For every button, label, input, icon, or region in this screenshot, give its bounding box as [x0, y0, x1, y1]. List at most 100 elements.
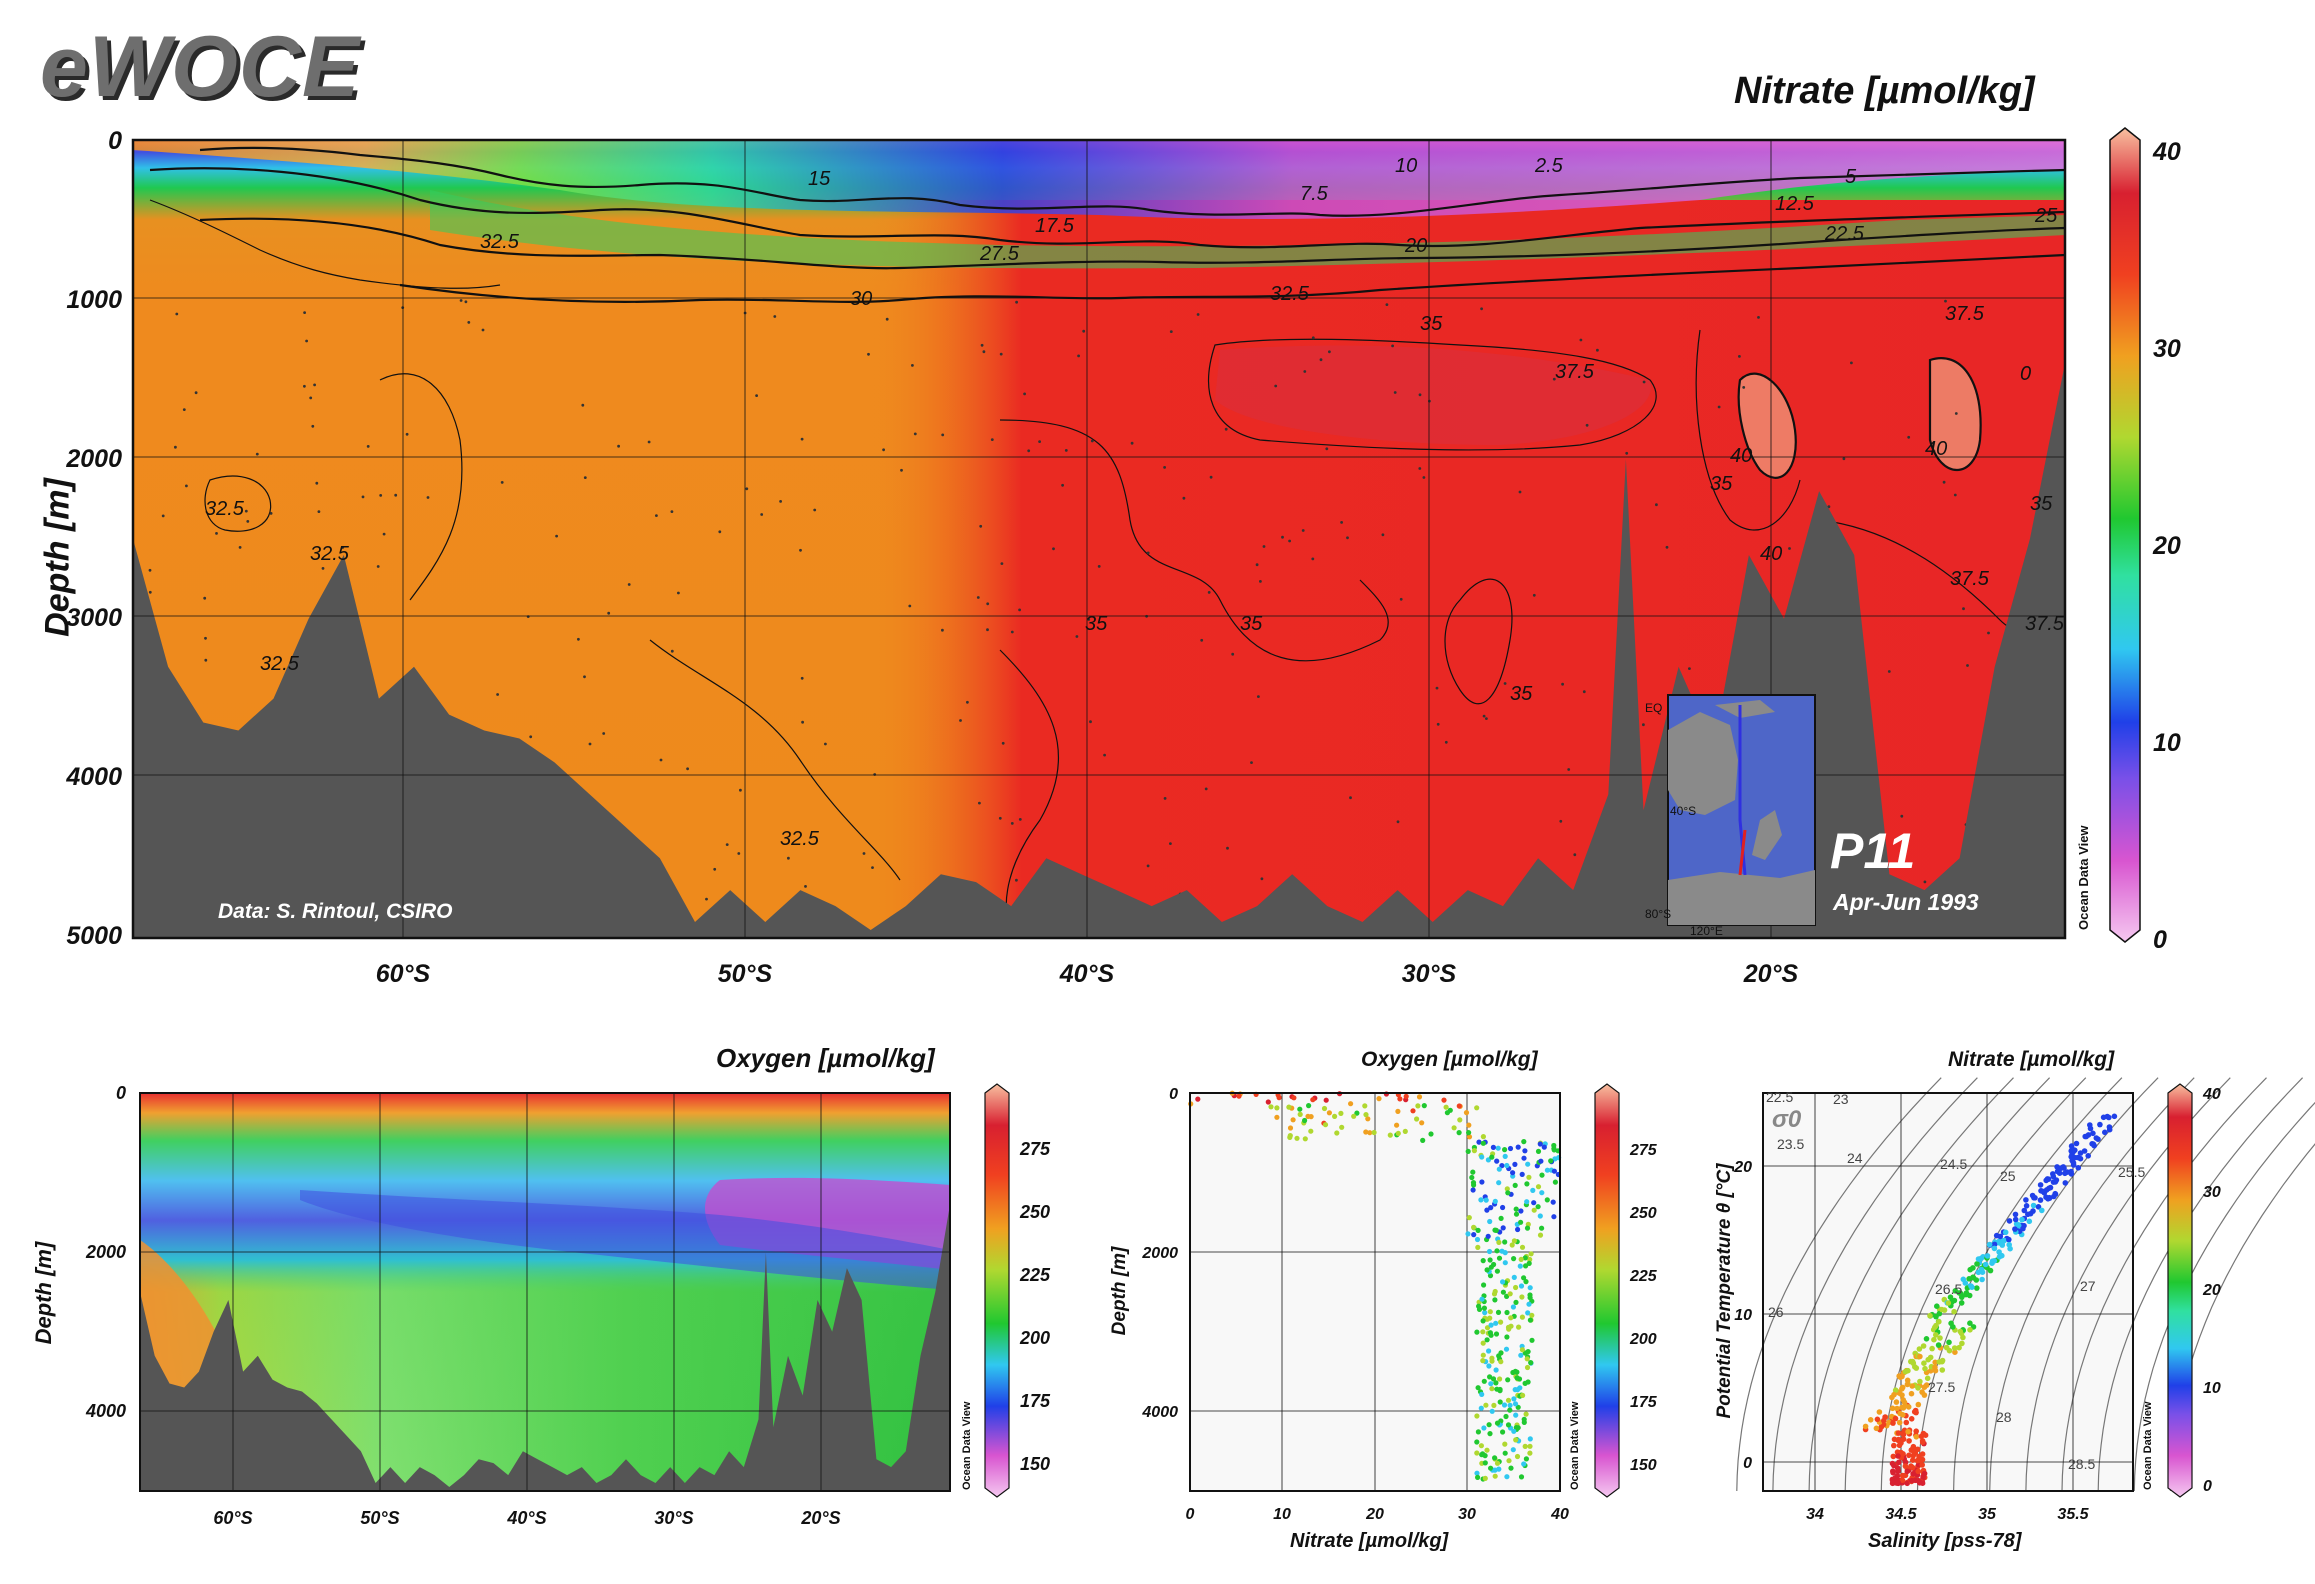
scatter-point — [1492, 1455, 1498, 1461]
scatter-point — [1519, 1347, 1525, 1353]
sample-dot — [800, 437, 804, 441]
sample-dot — [376, 565, 380, 568]
sample-dot — [182, 408, 186, 411]
sample-dot — [588, 742, 592, 746]
scatter-point — [1475, 1474, 1481, 1480]
sample-dot — [799, 548, 802, 552]
sample-dot — [801, 720, 804, 724]
scatter-point — [1548, 1158, 1554, 1164]
sample-dot — [481, 328, 485, 332]
x-tick: 30°S — [654, 1508, 693, 1528]
scatter-point — [1999, 1239, 2006, 1246]
colorbar-tick: 30 — [2203, 1184, 2221, 1201]
sample-dot — [1311, 336, 1315, 340]
scatter-point — [1931, 1336, 1937, 1343]
section-name: P11 — [1830, 823, 1915, 879]
scatter-point — [1397, 1096, 1403, 1102]
contour-label: 40 — [1925, 438, 1947, 460]
scatter-point — [1420, 1137, 1426, 1143]
sample-dot — [1827, 505, 1831, 509]
sample-dot — [941, 628, 944, 632]
scatter-point — [1932, 1364, 1938, 1371]
scatter-point — [2081, 1148, 2088, 1154]
scatter-point — [1908, 1390, 1915, 1397]
scatter-point — [1539, 1190, 1545, 1196]
scatter-point — [1290, 1117, 1296, 1123]
scatter-point — [1899, 1373, 1905, 1380]
scatter-point — [1470, 1187, 1476, 1193]
scatter-point — [1518, 1352, 1524, 1358]
scatter-point — [1947, 1294, 1954, 1300]
scatter-point — [1531, 1207, 1537, 1213]
scatter-point — [1466, 1215, 1472, 1221]
sample-dot — [1262, 545, 1266, 548]
sample-dot — [1146, 551, 1150, 555]
scatter-point — [1294, 1135, 1300, 1141]
scatter-point — [1481, 1425, 1487, 1431]
scatter-point — [1899, 1384, 1906, 1391]
scatter-point — [1515, 1144, 1521, 1150]
sample-dot — [185, 484, 188, 488]
scatter-point — [2093, 1135, 2100, 1141]
scatter-point — [1890, 1453, 1897, 1460]
scatter-point — [1332, 1113, 1338, 1119]
scatter-point — [1915, 1385, 1921, 1391]
sample-dot — [1340, 521, 1343, 524]
scatter-point — [1496, 1466, 1502, 1472]
scatter-point — [1500, 1204, 1506, 1211]
sample-dot — [303, 384, 306, 388]
scatter-point — [1507, 1402, 1513, 1408]
sample-dot — [800, 676, 804, 680]
scatter-point — [1945, 1300, 1952, 1306]
profile-scatter-points — [1188, 1090, 1562, 1482]
ts-ylabel: Potential Temperature θ [°C] — [1714, 1163, 1735, 1419]
scatter-point — [1906, 1438, 1912, 1444]
scatter-point — [1497, 1376, 1503, 1382]
scatter-point — [1474, 1236, 1481, 1243]
scatter-point — [1492, 1473, 1498, 1479]
scatter-point — [2070, 1160, 2077, 1166]
sample-dot — [583, 476, 587, 479]
scatter-point — [1993, 1232, 2000, 1239]
scatter-point — [2019, 1216, 2025, 1223]
scatter-point — [1527, 1256, 1533, 1263]
scatter-point — [1904, 1480, 1910, 1487]
sample-dot — [617, 444, 620, 448]
scatter-point — [1530, 1187, 1536, 1193]
scatter-point — [1414, 1116, 1420, 1122]
scatter-point — [1510, 1369, 1516, 1376]
scatter-point — [1489, 1408, 1495, 1414]
sample-dot — [627, 583, 631, 586]
sample-dot — [1944, 299, 1947, 303]
scatter-point — [1518, 1474, 1525, 1480]
sample-dot — [1418, 467, 1422, 470]
scatter-point — [1932, 1359, 1938, 1366]
sample-dot — [1573, 853, 1577, 857]
scatter-point — [2097, 1121, 2103, 1128]
scatter-point — [2030, 1208, 2036, 1214]
sample-dot — [745, 487, 749, 491]
scatter-point — [1891, 1391, 1897, 1398]
scatter-point — [1936, 1310, 1943, 1317]
scatter-point — [1919, 1389, 1925, 1395]
scatter-point — [1507, 1145, 1514, 1152]
scatter-point — [2070, 1148, 2077, 1155]
scatter-point — [2111, 1113, 2118, 1120]
scatter-point — [1483, 1402, 1489, 1408]
scatter-point — [1410, 1108, 1416, 1114]
scatter-point — [2085, 1153, 2091, 1159]
scatter-point — [1504, 1334, 1510, 1340]
sample-dot — [1485, 717, 1488, 720]
contour-label: 12.5 — [1775, 193, 1815, 215]
contour-label: 37.5 — [2025, 613, 2065, 635]
scatter-point — [1521, 1461, 1527, 1467]
scatter-point — [1502, 1441, 1508, 1447]
scatter-point — [1904, 1381, 1911, 1388]
oxygen-section-title: Oxygen [µmol/kg] — [716, 1043, 935, 1073]
scatter-point — [1527, 1443, 1533, 1449]
sample-dot — [1010, 630, 1014, 634]
inset-png — [1715, 700, 1775, 718]
scatter-point — [1511, 1238, 1517, 1244]
scatter-point — [1541, 1144, 1547, 1150]
scatter-point — [1873, 1425, 1880, 1432]
